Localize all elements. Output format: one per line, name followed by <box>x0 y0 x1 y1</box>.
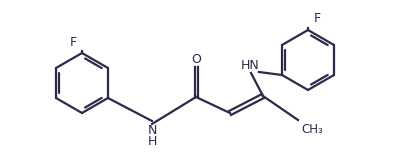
Text: CH₃: CH₃ <box>301 123 323 136</box>
Text: O: O <box>191 53 201 66</box>
Text: F: F <box>314 12 321 25</box>
Text: N: N <box>147 124 157 137</box>
Text: HN: HN <box>241 59 260 72</box>
Text: F: F <box>70 36 77 49</box>
Text: H: H <box>147 135 157 148</box>
